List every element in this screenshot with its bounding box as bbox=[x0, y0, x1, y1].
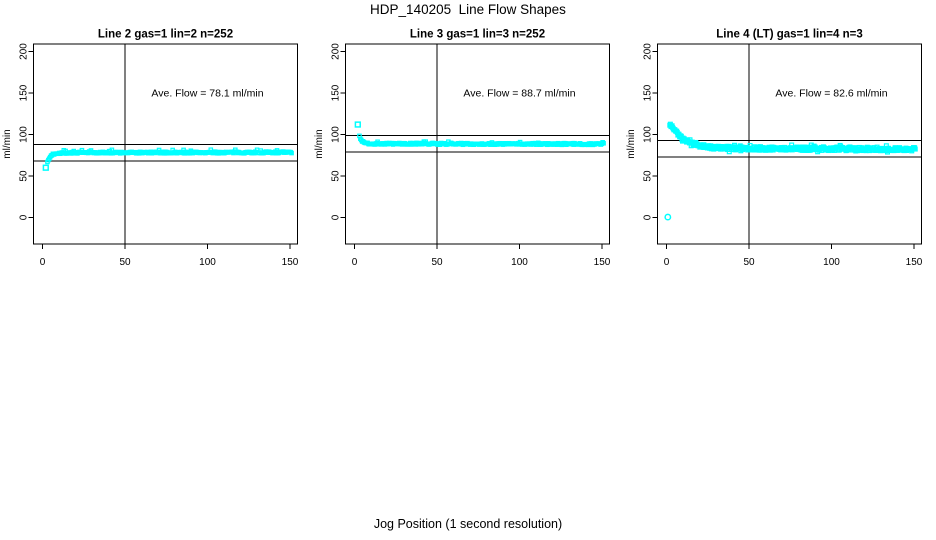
x-tick-label: 150 bbox=[282, 257, 299, 268]
data-point bbox=[601, 140, 606, 146]
y-tick-label: 200 bbox=[643, 43, 654, 60]
panel-box bbox=[657, 43, 922, 245]
x-tick-label: 50 bbox=[431, 257, 443, 268]
y-axis-label: ml/min bbox=[626, 129, 637, 158]
ave-flow-annotation: Ave. Flow = 78.1 ml/min bbox=[151, 88, 263, 100]
y-tick-label: 150 bbox=[643, 84, 654, 101]
panel: 0 50 100 150 200 0 50 100 150 ml/min Line 2 gas=1 … bbox=[2, 29, 299, 269]
data-series bbox=[667, 121, 918, 155]
data-point bbox=[912, 146, 918, 152]
axes bbox=[28, 43, 298, 249]
y-tick-label: 50 bbox=[19, 170, 30, 182]
x-tick-label: 150 bbox=[906, 257, 923, 268]
plots-svg: 0 50 100 150 200 0 50 100 150 ml/min Line 2 gas=1 … bbox=[2, 29, 923, 269]
x-tick-label: 100 bbox=[823, 257, 840, 268]
y-tick-label: 100 bbox=[331, 126, 342, 143]
x-tick-label: 0 bbox=[664, 257, 670, 268]
data-point bbox=[288, 149, 293, 155]
data-point bbox=[289, 150, 294, 156]
x-tick-label: 0 bbox=[40, 257, 46, 268]
y-axis-label: ml/min bbox=[314, 129, 325, 158]
panel: 0 50 100 150 200 0 50 100 150 ml/min Line 3 gas=1 … bbox=[314, 29, 611, 269]
data-series bbox=[45, 147, 294, 165]
y-tick-label: 200 bbox=[19, 43, 30, 60]
y-tick-label: 100 bbox=[19, 126, 30, 143]
ave-flow-annotation: Ave. Flow = 82.6 ml/min bbox=[775, 88, 887, 100]
data-series bbox=[357, 133, 606, 148]
outlier-point bbox=[354, 121, 361, 128]
x-tick-label: 100 bbox=[199, 257, 216, 268]
x-tick-label: 0 bbox=[352, 257, 358, 268]
y-tick-label: 200 bbox=[331, 43, 342, 60]
y-tick-label: 50 bbox=[643, 170, 654, 182]
y-axis-label: ml/min bbox=[2, 129, 13, 158]
y-tick-label: 100 bbox=[643, 126, 654, 143]
outlier-point bbox=[42, 164, 49, 171]
y-tick-label: 0 bbox=[331, 214, 342, 220]
data-point bbox=[600, 140, 605, 145]
y-tick-label: 150 bbox=[331, 84, 342, 101]
x-tick-label: 100 bbox=[511, 257, 528, 268]
outlier-point bbox=[664, 213, 672, 221]
y-tick-label: 0 bbox=[19, 214, 30, 220]
panel: 0 50 100 150 200 0 50 100 150 ml/min Line 4 (LT) g… bbox=[626, 29, 923, 269]
x-tick-label: 50 bbox=[119, 257, 131, 268]
panel-title: Line 3 gas=1 lin=3 n=252 bbox=[410, 29, 545, 41]
chart-title: HDP_140205 Line Flow Shapes bbox=[370, 2, 566, 17]
panel-title: Line 4 (LT) gas=1 lin=4 n=3 bbox=[716, 29, 862, 41]
panel-box bbox=[345, 43, 610, 245]
x-tick-label: 50 bbox=[743, 257, 755, 268]
y-tick-label: 150 bbox=[19, 84, 30, 101]
panel-title: Line 2 gas=1 lin=2 n=252 bbox=[98, 29, 233, 41]
x-axis-label: Jog Position (1 second resolution) bbox=[373, 517, 563, 531]
ave-flow-annotation: Ave. Flow = 88.7 ml/min bbox=[463, 88, 575, 100]
x-tick-label: 150 bbox=[594, 257, 611, 268]
y-tick-label: 50 bbox=[331, 170, 342, 182]
y-tick-label: 0 bbox=[643, 214, 654, 220]
